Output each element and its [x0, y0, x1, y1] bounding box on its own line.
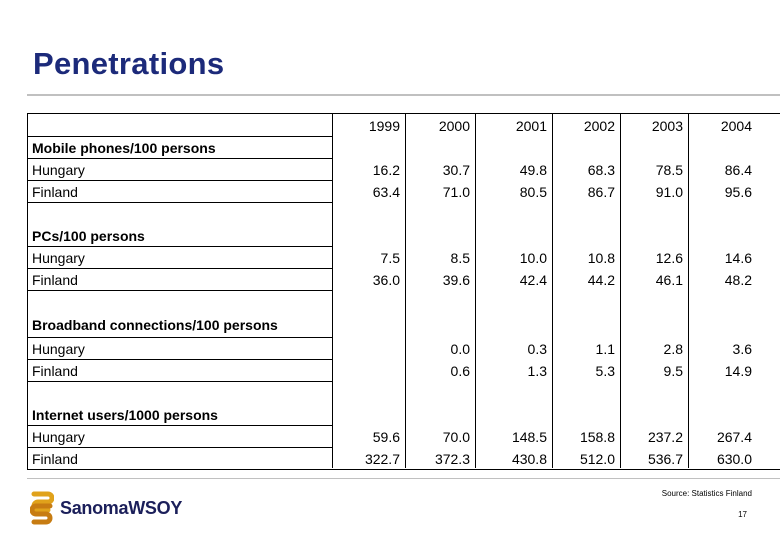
value-cell: 91.0 [655, 184, 683, 200]
value-cell: 80.5 [519, 184, 547, 200]
title-divider [27, 94, 780, 96]
column-divider [688, 113, 689, 468]
country-label: Hungary [32, 162, 85, 178]
row-divider [27, 268, 332, 269]
row-divider [27, 337, 332, 338]
value-cell: 36.0 [372, 272, 400, 288]
row-divider [27, 136, 332, 137]
country-label: Hungary [32, 250, 85, 266]
value-cell: 70.0 [442, 429, 470, 445]
value-cell: 86.7 [587, 184, 615, 200]
value-cell: 158.8 [579, 429, 615, 445]
value-cell: 86.4 [724, 162, 752, 178]
value-cell: 0.6 [450, 363, 470, 379]
sanoma-logo-icon [30, 491, 54, 525]
value-cell: 8.5 [450, 250, 470, 266]
value-cell: 63.4 [372, 184, 400, 200]
value-cell: 0.0 [450, 341, 470, 357]
logo-text: SanomaWSOY [60, 497, 183, 518]
country-label: Finland [32, 451, 78, 467]
value-cell: 78.5 [655, 162, 683, 178]
value-cell: 30.7 [442, 162, 470, 178]
value-cell: 237.2 [647, 429, 683, 445]
group-label: Broadband connections/100 persons [32, 317, 278, 333]
group-label: Mobile phones/100 persons [32, 140, 216, 156]
country-label: Finland [32, 184, 78, 200]
row-divider [27, 381, 332, 382]
source-note: Source: Statistics Finland [661, 489, 752, 498]
column-divider [620, 113, 621, 468]
row-divider [27, 425, 332, 426]
value-cell: 512.0 [579, 451, 615, 467]
country-label: Hungary [32, 341, 85, 357]
value-cell: 59.6 [372, 429, 400, 445]
row-divider [27, 469, 332, 470]
value-cell: 10.8 [587, 250, 615, 266]
page-title: Penetrations [33, 46, 225, 81]
year-header: 2000 [438, 118, 470, 134]
column-divider [405, 113, 406, 468]
group-label: PCs/100 persons [32, 228, 145, 244]
value-cell: 46.1 [655, 272, 683, 288]
row-divider [27, 180, 332, 181]
row-divider [27, 246, 332, 247]
value-cell: 1.3 [527, 363, 547, 379]
column-divider [552, 113, 553, 468]
value-cell: 267.4 [716, 429, 752, 445]
value-cell: 71.0 [442, 184, 470, 200]
row-divider [27, 359, 332, 360]
value-cell: 16.2 [372, 162, 400, 178]
value-cell: 14.9 [724, 363, 752, 379]
value-cell: 536.7 [647, 451, 683, 467]
column-divider [332, 113, 333, 468]
value-cell: 2.8 [663, 341, 683, 357]
page-number: 17 [738, 510, 747, 519]
value-cell: 3.6 [732, 341, 752, 357]
table-frame [27, 113, 780, 470]
company-logo: SanomaWSOY [30, 491, 182, 525]
value-cell: 430.8 [511, 451, 547, 467]
value-cell: 1.1 [595, 341, 615, 357]
year-header: 2002 [583, 118, 615, 134]
value-cell: 10.0 [519, 250, 547, 266]
row-divider [27, 290, 332, 291]
value-cell: 148.5 [511, 429, 547, 445]
year-header: 1999 [368, 118, 400, 134]
value-cell: 49.8 [519, 162, 547, 178]
value-cell: 14.6 [724, 250, 752, 266]
row-divider [27, 447, 332, 448]
column-divider [475, 113, 476, 468]
year-header: 2003 [651, 118, 683, 134]
value-cell: 48.2 [724, 272, 752, 288]
value-cell: 12.6 [655, 250, 683, 266]
country-label: Finland [32, 363, 78, 379]
value-cell: 372.3 [434, 451, 470, 467]
footer-divider [27, 478, 780, 479]
value-cell: 39.6 [442, 272, 470, 288]
value-cell: 322.7 [364, 451, 400, 467]
year-header: 2001 [515, 118, 547, 134]
value-cell: 630.0 [716, 451, 752, 467]
value-cell: 68.3 [587, 162, 615, 178]
value-cell: 42.4 [519, 272, 547, 288]
value-cell: 5.3 [595, 363, 615, 379]
value-cell: 44.2 [587, 272, 615, 288]
year-header: 2004 [720, 118, 752, 134]
row-divider [27, 158, 332, 159]
row-divider [27, 202, 332, 203]
value-cell: 0.3 [527, 341, 547, 357]
group-label: Internet users/1000 persons [32, 407, 218, 423]
country-label: Finland [32, 272, 78, 288]
value-cell: 9.5 [663, 363, 683, 379]
value-cell: 95.6 [724, 184, 752, 200]
country-label: Hungary [32, 429, 85, 445]
value-cell: 7.5 [380, 250, 400, 266]
